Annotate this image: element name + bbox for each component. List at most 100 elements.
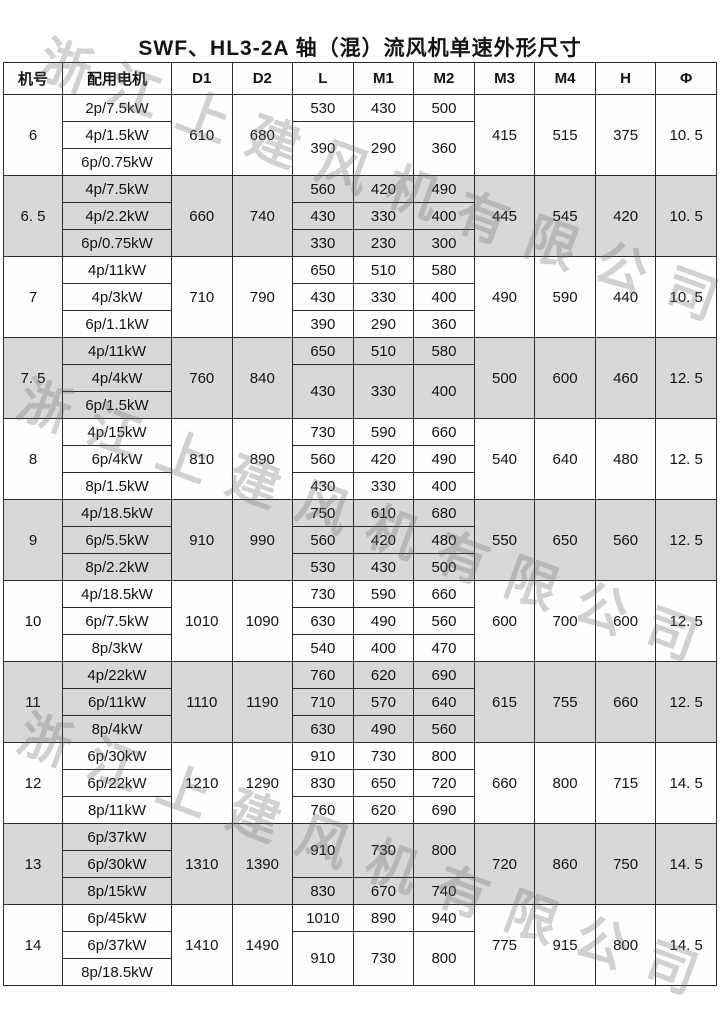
m4-cell: 700 [534,580,596,662]
l-cell: 750 [292,499,354,527]
m1-cell: 430 [352,94,415,122]
table-row: 6p/30kW [4,850,717,878]
motor-cell: 6p/5.5kW [62,526,172,554]
table-row: 6p/0.75kW 330 230 300 [4,229,717,257]
m1-cell: 650 [352,769,415,797]
table-row: 4p/4kW 430 330 400 [4,364,717,419]
motor-cell: 6p/4kW [62,445,172,473]
motor-cell: 4p/7.5kW [62,175,172,203]
m1-cell: 230 [352,229,415,257]
header-m2: M2 [413,62,475,95]
m2-cell: 400 [413,283,475,311]
d2-cell: 680 [231,94,294,176]
m2-cell: 470 [413,634,475,662]
m2-cell: 480 [413,526,475,554]
model-cell: 7 [3,256,63,338]
h-cell: 375 [594,94,657,176]
header-model: 机号 [3,62,63,95]
m1-cell: 620 [352,796,415,824]
motor-cell: 4p/2.2kW [62,202,172,230]
m4-cell: 515 [534,94,596,176]
table-row: 8p/18.5kW [4,958,717,986]
phi-cell: 10. 5 [655,256,717,338]
motor-cell: 6p/11kW [62,688,172,716]
m1-cell: 490 [352,715,415,743]
d1-cell: 1010 [171,580,233,662]
header-l: L [292,62,354,95]
m2-cell: 560 [413,607,475,635]
d1-cell: 760 [171,337,233,419]
phi-cell: 14. 5 [655,904,717,986]
h-cell: 800 [594,904,657,986]
table-row: 7. 5 4p/11kW 760 840 650 510 580 500 600 460 12. 5 [3,337,717,419]
m2-cell: 500 [413,553,475,581]
m1-cell: 330 [352,283,415,311]
d1-cell: 660 [171,175,233,257]
m1-cell: 420 [352,175,415,203]
m2-cell: 800 [413,742,475,770]
d2-cell: 990 [231,499,294,581]
l-cell: 560 [292,175,354,203]
m2-cell: 400 [413,364,475,419]
l-cell: 730 [292,580,354,608]
l-cell: 430 [292,472,354,500]
m1-cell: 730 [352,823,415,878]
m2-cell: 500 [413,94,475,122]
m1-cell: 730 [352,742,415,770]
table-row: 6. 5 4p/7.5kW 660 740 560 420 490 445 545 420 10. … [3,175,717,257]
l-cell: 760 [292,661,354,689]
motor-cell: 8p/18.5kW [62,958,172,986]
m1-cell: 290 [352,121,415,176]
m1-cell: 490 [352,607,415,635]
table-row: 8 4p/15kW 810 890 730 590 660 540 640 480 12. 5 [3,418,717,500]
motor-cell: 8p/11kW [62,796,172,824]
m4-cell: 755 [534,661,596,743]
m1-cell: 330 [352,364,415,419]
table-row: 13 6p/37kW 1310 1390 910 730 800 720 860 750 14. 5 [3,823,717,905]
motor-cell: 4p/22kW [62,661,172,689]
l-cell: 910 [292,931,354,986]
table-row: 6p/4kW 560 420 490 [4,445,717,473]
m1-cell: 620 [352,661,415,689]
table-row: 7 4p/11kW 710 790 650 510 580 490 590 440 10. 5 [3,256,717,338]
header-phi: Φ [655,62,717,95]
l-cell: 730 [292,418,354,446]
motor-cell: 6p/22kW [62,769,172,797]
m2-cell: 800 [413,823,475,878]
m1-cell: 730 [352,931,415,986]
model-cell: 11 [3,661,63,743]
h-cell: 715 [594,742,657,824]
h-cell: 600 [594,580,657,662]
motor-cell: 4p/15kW [62,418,172,446]
m3-cell: 720 [473,823,536,905]
m2-cell: 680 [413,499,475,527]
m2-cell: 690 [413,796,475,824]
m2-cell: 740 [413,877,475,905]
table-body: 6 2p/7.5kW 610 680 530 430 500 415 515 375 10. 5 4p… [3,94,717,986]
table-row: 12 6p/30kW 1210 1290 910 730 800 660 800 715 14. 5 [3,742,717,824]
model-cell: 8 [3,418,63,500]
table-row: 4p/2.2kW 430 330 400 [4,202,717,230]
m2-cell: 660 [413,580,475,608]
page-title: SWF、HL3-2A 轴（混）流风机单速外形尺寸 [138,37,582,60]
h-cell: 480 [594,418,657,500]
m3-cell: 500 [473,337,536,419]
m1-cell: 330 [352,472,415,500]
motor-cell: 4p/18.5kW [62,499,172,527]
table-row: 9 4p/18.5kW 910 990 750 610 680 550 650 560 12. 5 [3,499,717,581]
m4-cell: 650 [534,499,596,581]
table-row: 4p/3kW 430 330 400 [4,283,717,311]
m3-cell: 775 [473,904,536,986]
m4-cell: 915 [534,904,596,986]
m2-cell: 800 [413,931,475,986]
motor-cell: 6p/45kW [62,904,172,932]
m1-cell: 420 [352,526,415,554]
m3-cell: 415 [473,94,536,176]
table-row: 6p/5.5kW 560 420 480 [4,526,717,554]
h-cell: 750 [594,823,657,905]
m2-cell: 400 [413,472,475,500]
m2-cell: 580 [413,256,475,284]
d1-cell: 710 [171,256,233,338]
motor-cell: 6p/7.5kW [62,607,172,635]
l-cell: 630 [292,607,354,635]
